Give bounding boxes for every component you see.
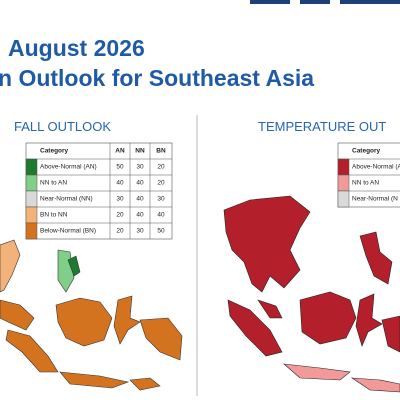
panel-title: TEMPERATURE OUT (258, 119, 386, 134)
legend-swatch (337, 174, 350, 192)
top-bar (300, 0, 330, 4)
probability-cell: 20 (157, 164, 165, 171)
column-header: Category (352, 148, 381, 155)
category-label: Below-Normal (BN) (40, 228, 96, 235)
legend-swatch (25, 222, 38, 240)
column-header: AN (115, 148, 125, 155)
probability-cell: 50 (157, 228, 165, 235)
legend-swatch (25, 206, 38, 224)
probability-cell: 30 (136, 164, 144, 171)
category-label: Near-Normal (NN) (40, 196, 93, 203)
legend-swatch (337, 158, 350, 176)
category-label: NN to AN (352, 180, 379, 187)
column-header: Category (40, 148, 69, 155)
temperature-map (223, 195, 400, 393)
top-bar (250, 0, 290, 4)
probability-cell: 40 (116, 180, 124, 187)
probability-cell: 20 (116, 212, 124, 219)
probability-cell: 50 (116, 164, 124, 171)
category-label: Above-Normal (AN) (40, 164, 97, 171)
column-header: NN (135, 148, 145, 155)
probability-cell: 40 (157, 212, 165, 219)
probability-cell: 20 (157, 180, 165, 187)
probability-cell: 40 (136, 196, 144, 203)
legend-swatch (25, 158, 38, 176)
category-label: BN to NN (40, 212, 68, 219)
category-label: Above-Normal (A (352, 164, 400, 171)
rainfall-map (0, 239, 183, 391)
column-header: BN (156, 148, 166, 155)
top-bar (340, 0, 400, 4)
probability-cell: 30 (136, 228, 144, 235)
probability-cell: 30 (116, 196, 124, 203)
probability-cell: 30 (157, 196, 165, 203)
legend-swatch (337, 190, 350, 208)
title: n Outlook for Southeast Asia (0, 65, 314, 91)
probability-cell: 40 (136, 180, 144, 187)
title: August 2026 (8, 35, 145, 61)
panel-title: FALL OUTLOOK (14, 119, 111, 134)
category-label: Near-Normal (N (352, 196, 398, 203)
probability-cell: 20 (116, 228, 124, 235)
legend-swatch (25, 174, 38, 192)
category-label: NN to AN (40, 180, 67, 187)
legend-swatch (25, 190, 38, 208)
probability-cell: 40 (136, 212, 144, 219)
